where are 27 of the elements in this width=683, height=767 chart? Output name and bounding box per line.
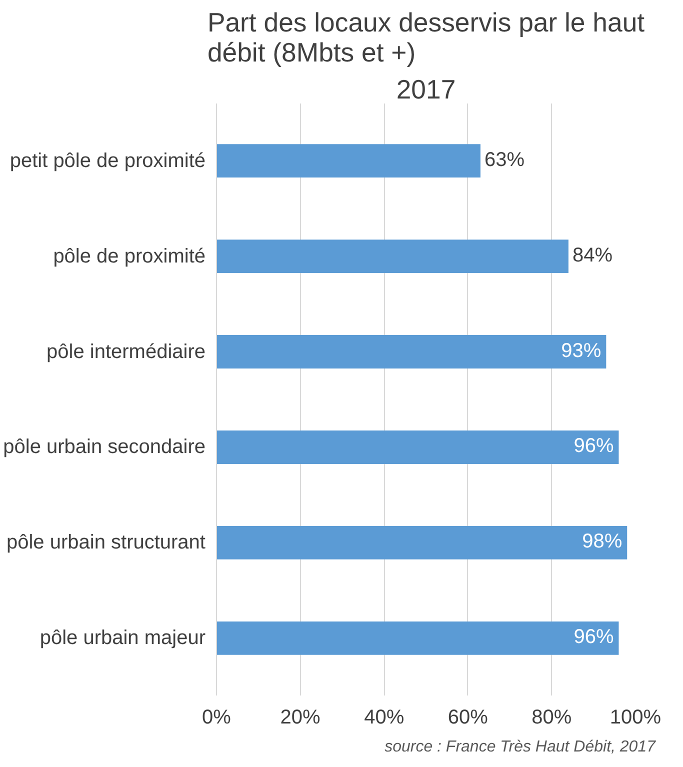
source-note: source : France Très Haut Débit, 2017: [384, 738, 657, 756]
data-label: 98%: [582, 530, 622, 553]
x-tick-label: 40%: [364, 706, 404, 728]
data-label: 63%: [484, 148, 525, 171]
x-tick-label: 100%: [610, 706, 662, 728]
x-tick-label: 20%: [280, 706, 321, 728]
bar: [216, 335, 606, 368]
data-label: 96%: [574, 626, 614, 648]
y-tick-label: pôle de proximité: [53, 245, 206, 268]
data-label: 96%: [574, 435, 614, 458]
y-tick-label: pôle urbain majeur: [40, 627, 206, 650]
bar: [216, 430, 619, 464]
y-tick-label: pôle intermédiaire: [46, 340, 206, 363]
bar: [216, 144, 480, 178]
chart-subtitle: 2017: [396, 74, 456, 104]
bar: [216, 526, 628, 560]
chart-title: Part des locaux desservis par le haut débit (8Mbts et +): [207, 8, 646, 68]
bar: [216, 622, 619, 655]
bar: [216, 240, 568, 273]
x-tick-label: 60%: [448, 706, 488, 728]
x-tick-label: 0%: [202, 706, 232, 728]
data-label: 84%: [572, 244, 613, 266]
y-tick-label: pôle urbain secondaire: [3, 436, 206, 458]
x-tick-label: 80%: [532, 706, 572, 728]
data-label: 93%: [561, 340, 602, 362]
y-tick-label: pôle urbain structurant: [6, 532, 206, 554]
y-tick-label: petit pôle de proximité: [10, 150, 206, 172]
